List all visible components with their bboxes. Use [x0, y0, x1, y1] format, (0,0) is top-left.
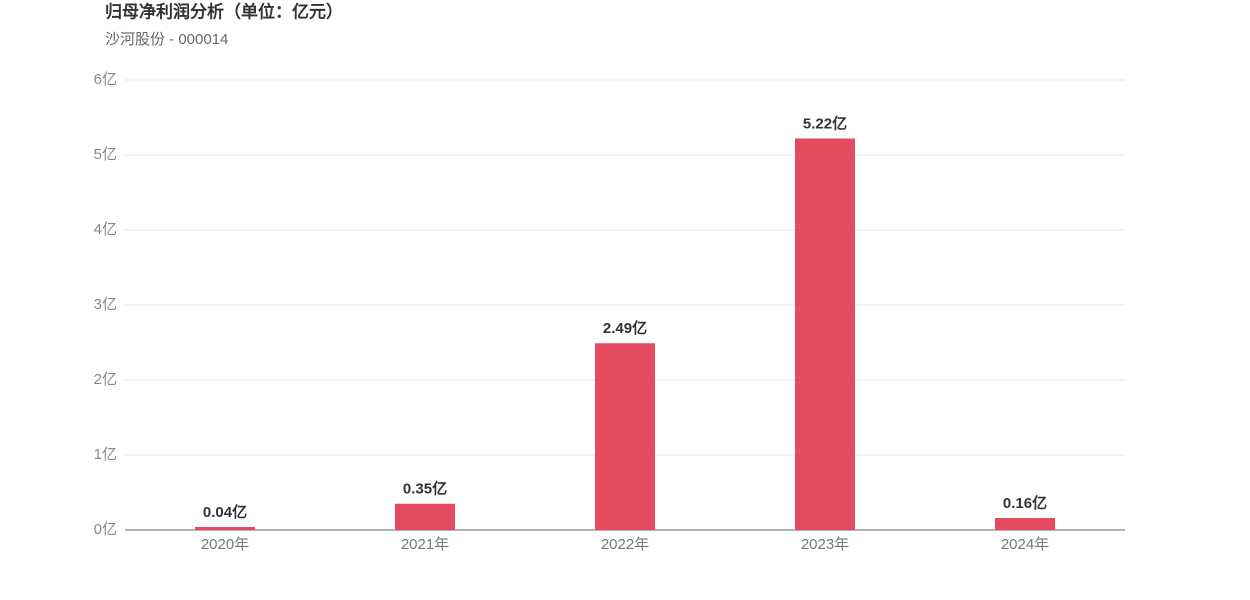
x-tick-label: 2024年	[1001, 536, 1049, 553]
x-tick-label: 2020年	[201, 536, 249, 553]
value-label: 0.04亿	[203, 503, 247, 521]
value-label: 5.22亿	[803, 114, 847, 132]
bar	[795, 138, 855, 530]
x-tick-label: 2021年	[401, 536, 449, 553]
y-tick-label: 5亿	[94, 146, 117, 163]
chart-subtitle: 沙河股份 - 000014	[105, 31, 228, 48]
y-tick-label: 6亿	[94, 71, 117, 88]
y-tick-label: 4亿	[94, 221, 117, 238]
bar	[595, 343, 655, 530]
y-tick-label: 3亿	[94, 296, 117, 313]
x-tick-label: 2022年	[601, 536, 649, 553]
y-tick-label: 1亿	[94, 446, 117, 463]
y-tick-label: 0亿	[94, 521, 117, 538]
value-label: 0.35亿	[403, 480, 447, 498]
chart-title: 归母净利润分析（单位：亿元）	[105, 1, 343, 21]
y-tick-label: 2亿	[94, 371, 117, 388]
x-tick-label: 2023年	[801, 536, 849, 553]
bar	[195, 527, 255, 530]
bar	[995, 518, 1055, 530]
bar	[395, 503, 455, 530]
value-label: 2.49亿	[603, 319, 647, 337]
value-label: 0.16亿	[1003, 494, 1047, 512]
